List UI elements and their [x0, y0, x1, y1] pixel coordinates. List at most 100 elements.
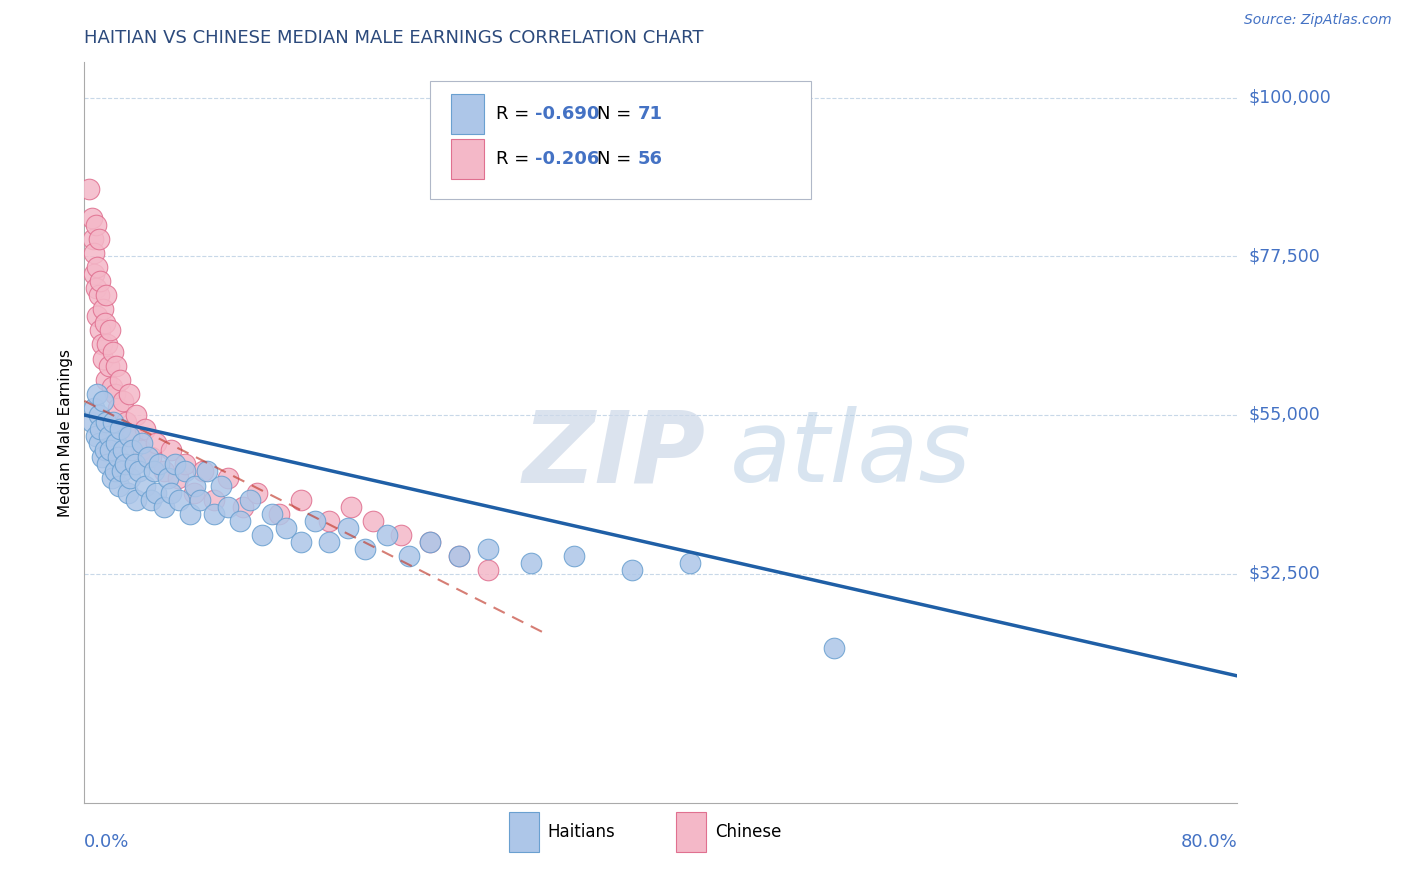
Text: 80.0%: 80.0%	[1181, 833, 1237, 851]
Point	[239, 492, 262, 507]
Point	[94, 288, 117, 302]
Point	[103, 344, 124, 359]
Point	[77, 182, 100, 196]
Point	[232, 500, 254, 514]
Point	[131, 436, 153, 450]
Point	[218, 471, 240, 485]
Point	[80, 211, 103, 225]
Point	[87, 408, 110, 422]
Point	[94, 415, 117, 429]
Point	[184, 478, 207, 492]
Point	[250, 528, 273, 542]
Text: 56: 56	[638, 150, 662, 168]
Point	[100, 471, 122, 485]
Text: N =: N =	[598, 105, 637, 123]
Point	[142, 464, 165, 478]
Point	[108, 478, 131, 492]
Point	[361, 514, 384, 528]
Point	[110, 373, 132, 387]
Point	[118, 387, 141, 401]
Text: atlas: atlas	[730, 407, 972, 503]
Point	[621, 563, 644, 577]
Point	[100, 380, 122, 394]
Point	[91, 302, 114, 317]
Point	[290, 492, 312, 507]
Point	[174, 464, 197, 478]
Point	[105, 436, 128, 450]
Point	[84, 429, 107, 443]
Point	[105, 359, 128, 373]
Point	[104, 387, 127, 401]
Point	[318, 514, 340, 528]
FancyBboxPatch shape	[676, 813, 706, 853]
Point	[97, 359, 120, 373]
Point	[98, 323, 121, 337]
Point	[96, 337, 118, 351]
Point	[419, 535, 441, 549]
Point	[121, 443, 143, 458]
Point	[90, 450, 112, 465]
Point	[89, 422, 111, 436]
Point	[152, 464, 174, 478]
Text: HAITIAN VS CHINESE MEDIAN MALE EARNINGS CORRELATION CHART: HAITIAN VS CHINESE MEDIAN MALE EARNINGS …	[84, 29, 704, 47]
Text: $77,500: $77,500	[1249, 247, 1320, 265]
Point	[93, 443, 115, 458]
Point	[96, 458, 118, 472]
Point	[375, 528, 398, 542]
Point	[229, 514, 252, 528]
Point	[128, 464, 150, 478]
Point	[564, 549, 586, 563]
Point	[337, 521, 360, 535]
Point	[148, 458, 170, 472]
Point	[107, 401, 129, 415]
FancyBboxPatch shape	[509, 813, 538, 853]
Point	[117, 485, 139, 500]
Point	[145, 436, 167, 450]
Point	[84, 281, 107, 295]
Point	[97, 429, 120, 443]
Point	[202, 492, 225, 507]
Point	[304, 514, 326, 528]
Text: Chinese: Chinese	[716, 823, 782, 841]
Text: Source: ZipAtlas.com: Source: ZipAtlas.com	[1244, 13, 1392, 28]
Point	[169, 492, 191, 507]
Point	[218, 500, 240, 514]
Point	[267, 507, 290, 521]
Point	[84, 218, 107, 232]
Point	[134, 422, 156, 436]
Point	[134, 478, 156, 492]
Point	[103, 415, 124, 429]
Text: $55,000: $55,000	[1249, 406, 1320, 424]
Point	[145, 485, 167, 500]
Point	[165, 458, 187, 472]
Text: ZIP: ZIP	[523, 407, 706, 503]
Point	[87, 288, 110, 302]
Point	[419, 535, 441, 549]
Point	[112, 443, 135, 458]
Point	[398, 549, 420, 563]
Point	[114, 458, 136, 472]
Point	[195, 464, 218, 478]
Point	[87, 232, 110, 246]
Text: $100,000: $100,000	[1249, 88, 1331, 107]
Point	[276, 521, 298, 535]
Text: $32,500: $32,500	[1249, 565, 1320, 582]
Point	[167, 471, 190, 485]
Point	[520, 556, 543, 570]
Point	[87, 436, 110, 450]
Point	[260, 507, 283, 521]
Text: R =: R =	[496, 150, 534, 168]
Point	[129, 443, 152, 458]
Point	[124, 458, 146, 472]
Point	[110, 422, 132, 436]
Point	[111, 464, 134, 478]
Point	[98, 443, 121, 458]
Point	[86, 310, 108, 324]
FancyBboxPatch shape	[451, 138, 485, 178]
Point	[118, 429, 141, 443]
Point	[89, 274, 111, 288]
Point	[318, 535, 340, 549]
Point	[391, 528, 413, 542]
Point	[120, 471, 142, 485]
Point	[112, 393, 135, 408]
